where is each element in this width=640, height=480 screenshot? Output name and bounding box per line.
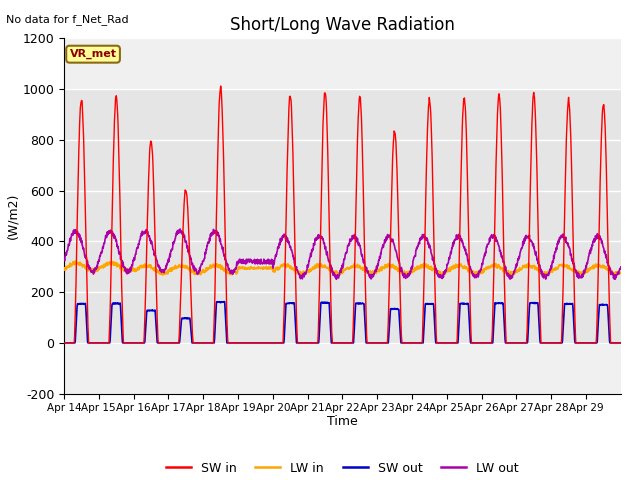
Title: Short/Long Wave Radiation: Short/Long Wave Radiation	[230, 16, 455, 34]
Y-axis label: (W/m2): (W/m2)	[6, 193, 20, 239]
X-axis label: Time: Time	[327, 415, 358, 428]
Bar	[64, 89, 621, 343]
Text: No data for f_Net_Rad: No data for f_Net_Rad	[6, 14, 129, 25]
Legend: SW in, LW in, SW out, LW out: SW in, LW in, SW out, LW out	[161, 456, 524, 480]
Text: VR_met: VR_met	[70, 49, 116, 60]
